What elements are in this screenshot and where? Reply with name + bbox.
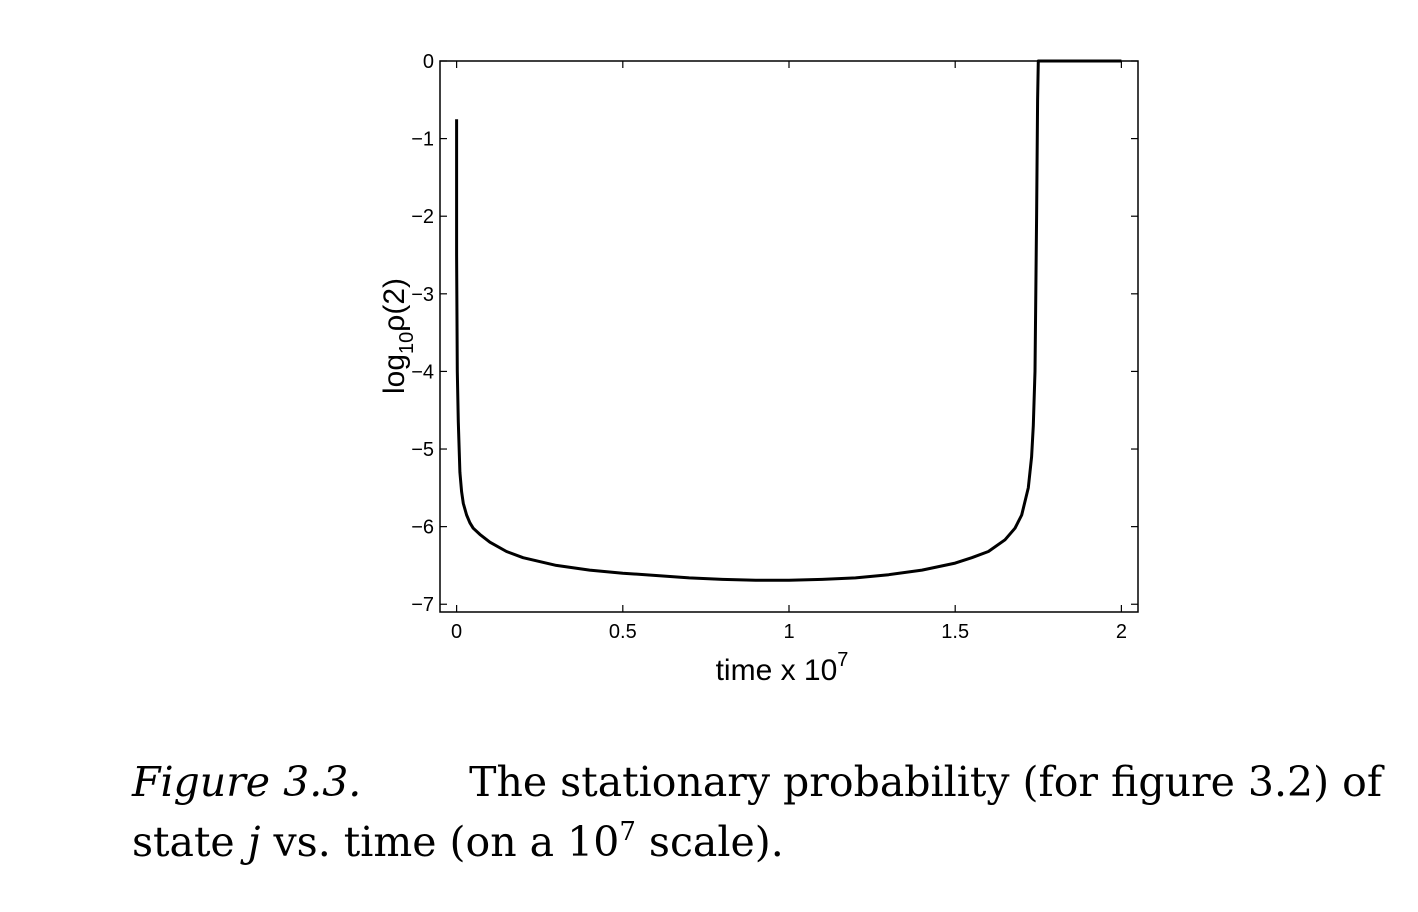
- plot-area: [439, 60, 1139, 613]
- y-tick-label: −3: [411, 284, 434, 306]
- caption-middle-text: vs. time (on a 10: [273, 818, 620, 866]
- y-axis-title: log10ρ(2): [378, 278, 418, 394]
- caption-figure-label: Figure 3.3.: [132, 758, 362, 806]
- caption-line-2: state j vs. time (on a 107 scale).: [132, 812, 1382, 872]
- caption-variable: j: [247, 818, 261, 866]
- y-tick-label: −2: [411, 206, 434, 228]
- x-tick-label: 0.5: [609, 621, 637, 643]
- x-tick-label: 1.5: [941, 621, 969, 643]
- figure-caption: Figure 3.3. The stationary probability (…: [132, 752, 1382, 872]
- y-tick-label: −6: [411, 517, 434, 539]
- x-axis-title: time x 107: [716, 649, 849, 687]
- caption-line-1-text: The stationary probability (for figure 3…: [469, 758, 1382, 806]
- y-tick-label: 0: [423, 51, 434, 73]
- caption-state-word: state: [132, 818, 235, 866]
- y-tick-label: −4: [411, 361, 434, 383]
- x-axis-ticks: 0 0.5 1 1.5 2: [451, 61, 1127, 643]
- y-tick-label: −1: [411, 129, 434, 151]
- caption-exponent: 7: [619, 817, 636, 847]
- caption-line-1: Figure 3.3. The stationary probability (…: [132, 752, 1382, 812]
- y-axis-title-suffix: ρ(2): [378, 278, 411, 332]
- x-tick-label: 0: [451, 621, 462, 643]
- y-axis-ticks: 0 −1 −2 −3 −4 −5 −6 −7: [411, 51, 1138, 616]
- x-axis-title-exponent: 7: [837, 649, 848, 671]
- x-tick-label: 1: [783, 621, 794, 643]
- series-line: [455, 59, 1122, 582]
- y-tick-label: −7: [411, 594, 434, 616]
- caption-end-text: scale).: [648, 818, 784, 866]
- y-axis-title-subscript: 10: [396, 332, 418, 354]
- x-tick-label: 2: [1116, 621, 1127, 643]
- y-tick-label: −5: [411, 439, 434, 461]
